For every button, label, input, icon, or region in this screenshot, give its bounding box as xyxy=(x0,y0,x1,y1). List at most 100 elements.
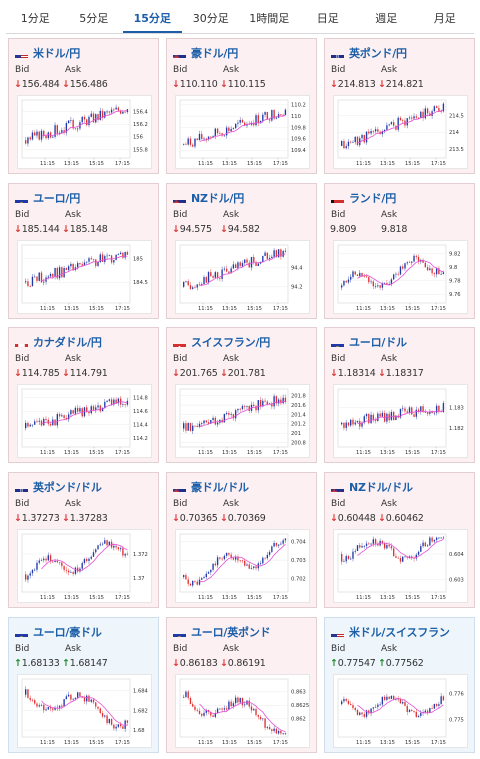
candle-body xyxy=(192,144,194,147)
currency-pair-link[interactable]: スイスフラン/円 xyxy=(191,336,271,349)
tab-4[interactable]: 1時間足 xyxy=(249,12,290,25)
candlestick-chart[interactable]: 1.684 1.682 1.68 11:15 13:15 15:15 17:15 xyxy=(17,674,152,748)
rate-card[interactable]: スイスフラン/円 Bid Ask ↓201.765 ↓201.781 201.8 201.6… xyxy=(166,327,317,463)
tab-0[interactable]: 1分足 xyxy=(20,12,50,25)
rate-card[interactable]: ユーロ/豪ドル Bid Ask ↑1.68133 ↑1.68147 1.684 1.682 1… xyxy=(8,617,159,753)
rate-card[interactable]: ランド/円 Bid Ask 9.809 9.818 9.82 9.8 9.78 9.76 11:1… xyxy=(324,183,475,319)
currency-pair-link[interactable]: ランド/円 xyxy=(349,192,397,205)
currency-pair-link[interactable]: ユーロ/英ポンド xyxy=(191,626,271,639)
currency-pair-link[interactable]: NZドル/ドル xyxy=(349,481,413,494)
candle-body xyxy=(67,694,70,697)
currency-pair-link[interactable]: ユーロ/円 xyxy=(33,192,81,205)
candlestick-chart[interactable]: 9.82 9.8 9.78 9.76 11:15 13:15 15:15 17:15 xyxy=(333,240,468,314)
y-tick-label: 0.704 xyxy=(291,539,307,545)
rate-card[interactable]: NZドル/ドル Bid Ask ↓0.60448 ↓0.60462 0.604 0.603 1… xyxy=(324,472,475,608)
bid-price: 0.70365 xyxy=(179,513,218,524)
candle-body xyxy=(79,568,81,572)
currency-pair-link[interactable]: 豪ドル/円 xyxy=(191,47,239,60)
candle-body xyxy=(347,279,350,283)
candle-body xyxy=(266,401,269,405)
candlestick-chart[interactable]: 0.704 0.703 0.702 11:15 13:15 15:15 17:15 xyxy=(175,529,310,603)
bid-value: ↓214.813 xyxy=(330,79,376,90)
ask-value: ↑0.77562 xyxy=(378,658,424,669)
candle-body xyxy=(99,708,101,714)
rate-card[interactable]: 豪ドル/ドル Bid Ask ↓0.70365 ↓0.70369 0.704 0.703 0.… xyxy=(166,472,317,608)
arrow-down-icon: ↓ xyxy=(62,368,70,379)
tab-5[interactable]: 日足 xyxy=(316,12,339,25)
rate-card[interactable]: ユーロ/ドル Bid Ask ↓1.18314 ↓1.18317 1.183 1.182 11… xyxy=(324,327,475,463)
tab-7[interactable]: 月足 xyxy=(433,12,456,25)
candle-body xyxy=(273,250,275,257)
ask-price: 0.86191 xyxy=(227,658,266,669)
currency-pair-link[interactable]: NZドル/円 xyxy=(191,192,244,205)
candlestick-chart[interactable]: 114.8 114.6 114.4 114.2 11:15 13:15 15:15 17:15 xyxy=(17,384,152,458)
currency-pair-link[interactable]: 米ドル/スイスフラン xyxy=(349,626,450,639)
currency-pair-link[interactable]: 英ポンド/ドル xyxy=(33,481,102,494)
rate-card[interactable]: ユーロ/英ポンド Bid Ask ↓0.86183 ↓0.86191 0.863 0.862… xyxy=(166,617,317,753)
currency-pair-link[interactable]: 豪ドル/ドル xyxy=(191,481,249,494)
candlestick-chart[interactable]: 0.776 0.775 11:15 13:15 15:15 17:15 xyxy=(333,674,468,748)
tab-2[interactable]: 15分足 xyxy=(123,4,182,33)
candlestick-chart[interactable]: 201.8 201.6 201.4 201.2 201 200.8 11:15 13:15 15… xyxy=(175,384,310,458)
eu-flag-icon xyxy=(15,194,28,203)
currency-pair-link[interactable]: ユーロ/豪ドル xyxy=(33,626,102,639)
candlestick-chart[interactable]: 214.5 214 213.5 11:15 13:15 15:15 17:15 xyxy=(333,95,468,169)
candlestick-chart[interactable]: 185 184.5 11:15 13:15 15:15 17:15 xyxy=(17,240,152,314)
chart-frame xyxy=(21,678,131,738)
rate-card[interactable]: ユーロ/円 Bid Ask ↓185.144 ↓185.148 185 184.5 11:15… xyxy=(8,183,159,319)
candle-body xyxy=(38,272,40,281)
currency-pair-link[interactable]: カナダドル/円 xyxy=(33,336,102,349)
candle-body xyxy=(124,111,126,113)
candle-body xyxy=(363,416,365,423)
candle-body xyxy=(408,262,411,264)
candle-body xyxy=(426,545,429,547)
moving-average-line xyxy=(357,410,444,425)
rate-card[interactable]: 英ポンド/円 Bid Ask ↓214.813 ↓214.821 214.5 214 213.… xyxy=(324,38,475,174)
y-tick-label: 9.78 xyxy=(449,279,461,285)
candlestick-chart[interactable]: 0.863 0.8625 0.862 11:15 13:15 15:15 17:15 xyxy=(175,674,310,748)
bid-price: 0.86183 xyxy=(179,658,218,669)
candle-body xyxy=(95,259,97,266)
tab-3[interactable]: 30分足 xyxy=(192,12,229,25)
candle-body xyxy=(90,406,92,414)
y-tick-label: 1.684 xyxy=(133,689,149,695)
candle-body xyxy=(341,141,343,146)
rate-card[interactable]: カナダドル/円 Bid Ask ↓114.785 ↓114.791 114.8 114.6 1… xyxy=(8,327,159,463)
candle-body xyxy=(248,262,250,268)
candle-body xyxy=(271,729,273,732)
rate-card[interactable]: 英ポンド/ドル Bid Ask ↓1.37273 ↓1.37283 1.372 1.37 11… xyxy=(8,472,159,608)
x-tick-label: 13:15 xyxy=(380,740,395,746)
candle-body xyxy=(117,724,120,727)
candlestick-chart[interactable]: 94.4 94.2 11:15 13:15 15:15 17:15 xyxy=(175,240,310,314)
candle-body xyxy=(183,143,185,145)
tab-1[interactable]: 5分足 xyxy=(79,12,109,25)
candle-body xyxy=(194,138,196,147)
candle-body xyxy=(214,272,217,278)
candle-body xyxy=(225,127,228,136)
y-tick-label: 9.76 xyxy=(449,292,461,298)
candle-body xyxy=(404,702,406,706)
candlestick-chart[interactable]: 0.604 0.603 11:15 13:15 15:15 17:15 xyxy=(333,529,468,603)
candle-body xyxy=(438,268,440,275)
rate-card[interactable]: 豪ドル/円 Bid Ask ↓110.110 ↓110.115 110.2 110 109.8… xyxy=(166,38,317,174)
tab-6[interactable]: 週足 xyxy=(375,12,398,25)
candle-body xyxy=(119,724,122,727)
candle-body xyxy=(63,268,65,278)
bid-label: Bid xyxy=(173,65,188,75)
candle-body xyxy=(422,111,424,119)
candlestick-chart[interactable]: 156.4 156.2 156 155.8 11:15 13:15 15:15 17:15 xyxy=(17,95,152,169)
candlestick-chart[interactable]: 110.2 110 109.8 109.6 109.4 11:15 13:15 15:15 17… xyxy=(175,95,310,169)
candlestick-chart[interactable]: 1.372 1.37 11:15 13:15 15:15 17:15 xyxy=(17,529,152,603)
rate-card[interactable]: NZドル/円 Bid Ask ↓94.575 ↓94.582 94.4 94.2 11:15 1… xyxy=(166,183,317,319)
rate-card[interactable]: 米ドル/円 Bid Ask ↓156.484 ↓156.486 156.4 156.2 156… xyxy=(8,38,159,174)
currency-pair-link[interactable]: ユーロ/ドル xyxy=(349,336,407,349)
candle-body xyxy=(232,264,235,269)
candle-body xyxy=(38,420,40,422)
candle-body xyxy=(361,546,363,548)
y-tick-label: 201 xyxy=(291,431,301,437)
candlestick-chart[interactable]: 1.183 1.182 11:15 13:15 15:15 17:15 xyxy=(333,384,468,458)
currency-pair-link[interactable]: 英ポンド/円 xyxy=(349,47,407,60)
currency-pair-link[interactable]: 米ドル/円 xyxy=(33,47,81,60)
x-tick-label: 11:15 xyxy=(198,595,213,601)
rate-card[interactable]: 米ドル/スイスフラン Bid Ask ↑0.77547 ↑0.77562 0.776 0.7… xyxy=(324,617,475,753)
